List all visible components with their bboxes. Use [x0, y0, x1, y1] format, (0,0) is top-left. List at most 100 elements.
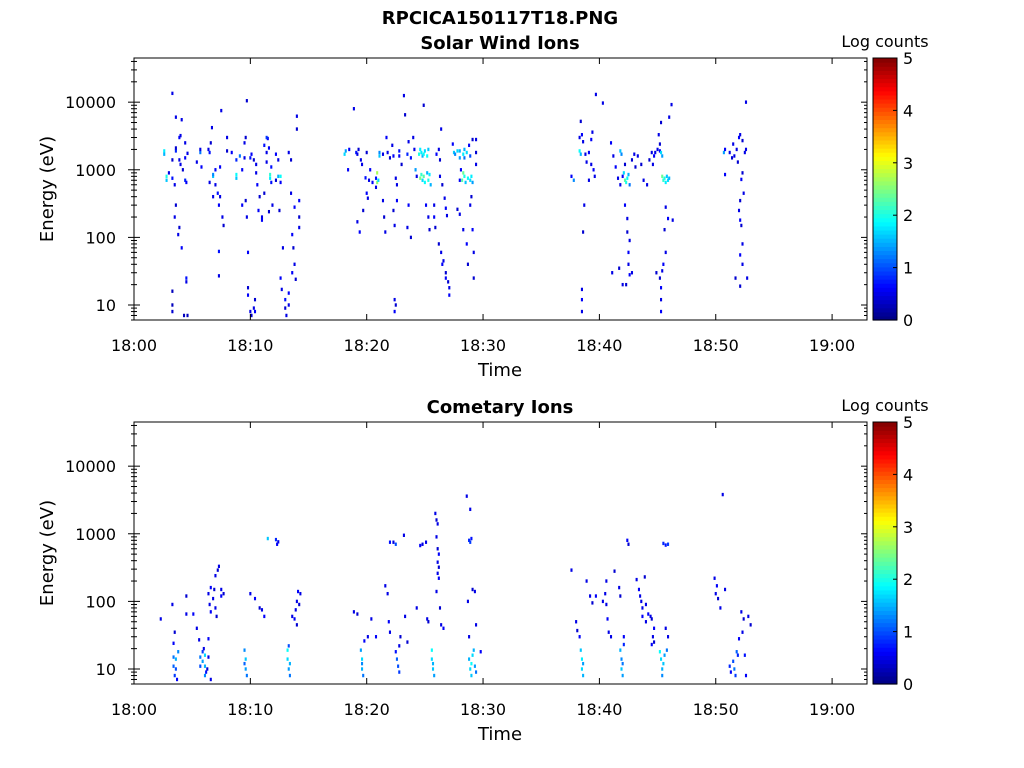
data-cell [572, 178, 575, 182]
data-cell [363, 639, 366, 643]
colorbar-swatch [873, 507, 897, 513]
data-cell [650, 617, 653, 621]
data-cell [216, 568, 219, 572]
colorbar-swatch [873, 634, 897, 640]
data-cell [420, 172, 423, 177]
data-cell [434, 225, 437, 230]
data-cell [437, 242, 440, 246]
data-cell [437, 565, 440, 569]
data-cell [226, 135, 229, 140]
data-cell [357, 147, 360, 152]
data-cell [260, 218, 264, 222]
data-cell [255, 162, 258, 167]
colorbar-swatch [873, 74, 897, 80]
data-cell [468, 635, 471, 639]
colorbar-swatch [873, 291, 897, 297]
data-cell [627, 250, 630, 255]
data-cell [619, 149, 622, 153]
data-cell [653, 154, 656, 158]
x-tick-label: 19:00 [809, 336, 855, 355]
data-cell [585, 160, 588, 164]
data-cell [664, 250, 667, 255]
data-cell [352, 107, 355, 111]
colorbar-swatch [873, 213, 897, 219]
data-cell [426, 171, 429, 175]
colorbar-swatch [873, 205, 897, 211]
data-cell [434, 511, 437, 516]
data-cell [369, 168, 372, 172]
data-cell [279, 174, 282, 179]
data-cell [205, 670, 208, 674]
colorbar-swatch [873, 512, 897, 517]
data-cell [462, 152, 465, 156]
data-cell [458, 149, 461, 153]
data-cell [244, 198, 247, 203]
data-cell [441, 262, 444, 266]
data-cell [361, 661, 364, 666]
data-cell [159, 617, 162, 621]
data-cell [747, 614, 750, 619]
data-cell [263, 143, 266, 148]
data-cell [362, 673, 365, 678]
data-cell [719, 606, 722, 610]
colorbar-swatch [873, 462, 897, 468]
data-cell [393, 309, 396, 314]
data-cell [433, 673, 436, 678]
colorbar-swatch [873, 610, 897, 615]
data-cell [361, 667, 364, 671]
data-cell [721, 492, 724, 497]
data-cell [395, 657, 398, 661]
data-cell [471, 227, 474, 232]
data-cell [590, 162, 593, 167]
data-cell [216, 191, 219, 195]
data-cell [465, 242, 468, 246]
data-cell [640, 162, 643, 167]
data-cell [743, 150, 746, 155]
data-cell [668, 115, 671, 119]
colorbar-swatch [873, 450, 897, 456]
data-cell [249, 309, 252, 314]
data-cell [471, 137, 474, 142]
colorbar-swatch [873, 168, 897, 174]
data-cell [470, 673, 473, 678]
data-cell [207, 591, 210, 596]
data-cell [463, 174, 466, 179]
data-cell [195, 626, 198, 630]
data-cell [670, 102, 673, 107]
data-cell [662, 262, 665, 266]
data-cell [665, 648, 668, 652]
data-cell [651, 635, 654, 639]
data-cell [179, 162, 182, 167]
data-cell [394, 542, 397, 546]
data-cell [344, 149, 347, 153]
y-tick-label: 10 [96, 296, 116, 315]
data-cell [376, 180, 379, 185]
data-cell [657, 133, 660, 137]
colorbar-swatch [873, 438, 897, 444]
data-cell [364, 176, 367, 180]
data-cell [415, 174, 418, 179]
data-cell [165, 178, 168, 182]
data-cell [184, 156, 187, 160]
colorbar-swatch [873, 667, 897, 673]
data-cell [378, 150, 381, 155]
plot-frame [133, 57, 868, 321]
data-cell [436, 571, 439, 576]
data-cell [362, 208, 365, 213]
data-cell [469, 507, 472, 512]
x-tick-label: 18:20 [344, 336, 390, 355]
colorbar-swatch [873, 94, 897, 100]
data-cell [591, 130, 594, 134]
data-cell [407, 203, 410, 207]
data-cell [172, 664, 175, 668]
colorbar-swatch [873, 614, 897, 620]
data-cell [616, 176, 620, 180]
data-cell [352, 610, 355, 614]
colorbar-swatch [873, 442, 897, 448]
colorbar-swatch [873, 262, 897, 268]
data-cell [163, 152, 166, 156]
data-cell [210, 125, 213, 130]
colorbar-swatch [873, 422, 897, 427]
data-cell [277, 540, 280, 544]
data-cell [244, 135, 247, 140]
